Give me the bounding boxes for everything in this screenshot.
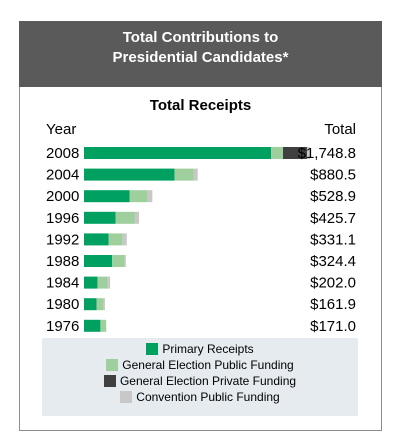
bar-segment — [84, 298, 97, 311]
bar-segment — [193, 168, 198, 181]
bar-segment — [108, 233, 123, 246]
bar-segment — [84, 233, 109, 246]
bar-segment — [97, 276, 108, 289]
bar-segment — [129, 190, 148, 203]
total-label: $202.0 — [310, 275, 356, 292]
legend-item-public-funding: General Election Public Funding — [42, 357, 358, 372]
legend-label-convention: Convention Public Funding — [136, 389, 280, 404]
year-label: 1976 — [46, 318, 79, 335]
legend-item-primary: Primary Receipts — [42, 341, 358, 356]
legend-label-private-funding: General Election Private Funding — [119, 373, 297, 388]
bar-segment — [283, 147, 308, 159]
bar-segment — [147, 190, 153, 203]
total-label: $324.4 — [310, 253, 356, 270]
year-label: 1980 — [46, 296, 79, 313]
year-column-header: Year — [46, 121, 77, 138]
chart-header: Total Contributions to Presidential Cand… — [19, 21, 382, 87]
bar-segment — [84, 147, 272, 159]
total-label: $425.7 — [310, 210, 356, 227]
total-column-header: Total — [324, 121, 356, 138]
total-label: $880.5 — [310, 167, 356, 184]
bar-segment — [134, 211, 140, 224]
year-label: 2004 — [46, 167, 79, 184]
legend-label-public-funding: General Election Public Funding — [122, 357, 294, 372]
bar-segment — [122, 233, 127, 246]
total-label: $171.0 — [310, 318, 356, 335]
year-label: 2000 — [46, 188, 79, 205]
chart-title: Total Receipts — [149, 97, 252, 114]
total-label: $331.1 — [310, 231, 356, 248]
legend-label-primary: Primary Receipts — [162, 341, 254, 356]
bar-segment — [174, 168, 194, 181]
bar-segment — [112, 255, 125, 267]
year-label: 1988 — [46, 253, 79, 270]
bar-segment — [96, 298, 104, 311]
legend: Primary Receipts General Election Public… — [42, 338, 358, 416]
bar-segment — [271, 147, 284, 159]
bar-segment — [307, 147, 310, 159]
total-label: $161.9 — [310, 296, 356, 313]
year-label: 1992 — [46, 231, 79, 248]
bar-segment — [84, 190, 130, 203]
legend-item-convention: Convention Public Funding — [42, 389, 358, 404]
bar-segment — [103, 298, 105, 311]
year-label: 1984 — [46, 275, 79, 292]
header-line-1: Total Contributions to — [122, 29, 279, 46]
bar-segment — [124, 255, 126, 267]
legend-swatch-public-funding — [106, 358, 119, 371]
header-line-2: Presidential Candidates* — [112, 49, 289, 66]
bar-segment — [100, 319, 107, 332]
bar-segment — [115, 211, 135, 224]
legend-item-private-funding: General Election Private Funding — [42, 373, 358, 388]
bar-segment — [84, 319, 101, 332]
total-label: $1,748.8 — [298, 145, 356, 162]
year-label: 1996 — [46, 210, 79, 227]
bar-segment — [107, 276, 111, 289]
legend-swatch-primary — [146, 342, 159, 355]
bar-segment — [84, 211, 116, 224]
total-label: $528.9 — [310, 188, 356, 205]
legend-swatch-private-funding — [103, 374, 116, 387]
legend-swatch-convention — [120, 390, 133, 403]
bar-segment — [84, 168, 175, 181]
year-label: 2008 — [46, 145, 79, 162]
bar-segment — [84, 255, 113, 267]
bar-segment — [84, 276, 98, 289]
